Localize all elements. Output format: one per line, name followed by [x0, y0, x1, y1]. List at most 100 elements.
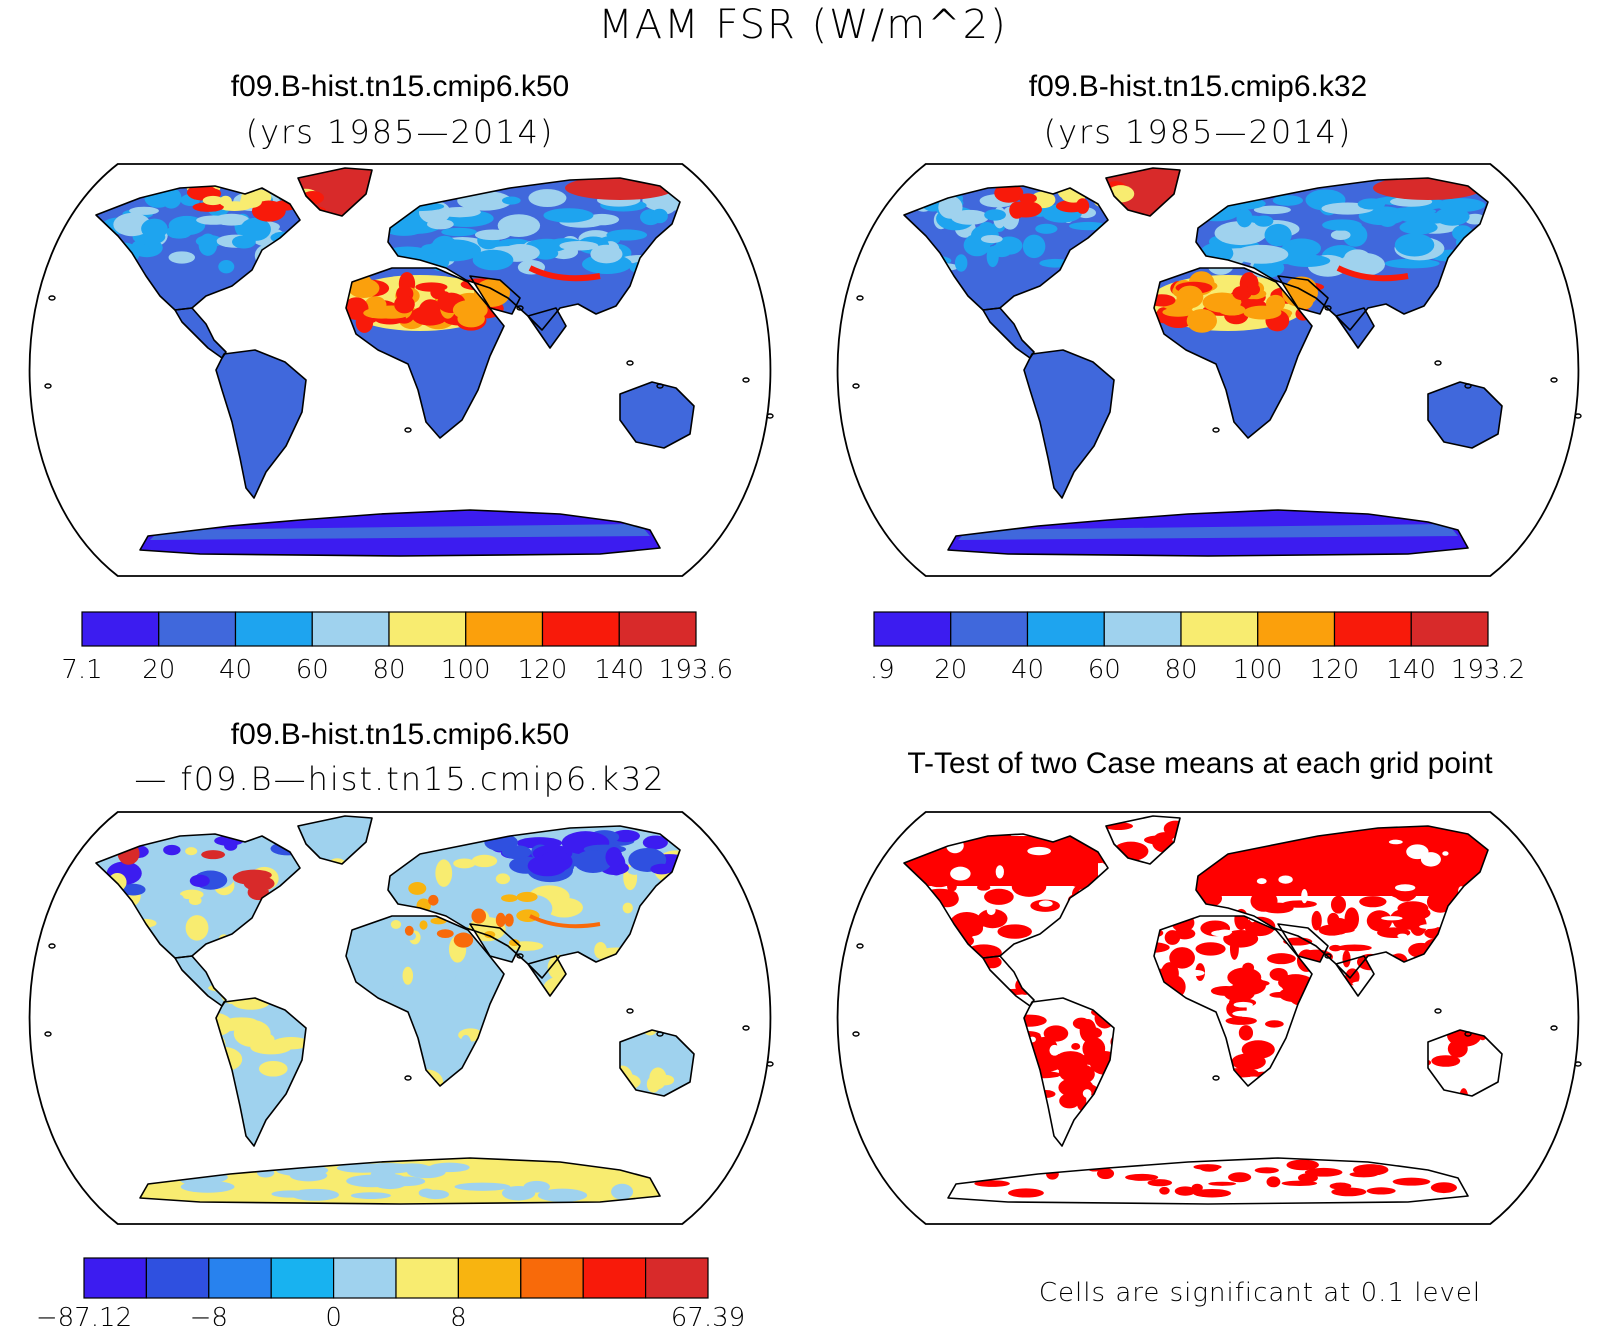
island	[44, 1031, 52, 1037]
island	[1434, 360, 1442, 366]
colorbar-swatch	[873, 611, 952, 647]
island	[516, 305, 524, 311]
island	[404, 427, 412, 433]
colorbar-swatch	[950, 611, 1029, 647]
coast-north-america	[95, 833, 301, 959]
panel-case2-title: f09.B-hist.tn15.cmip6.k32	[1028, 70, 1368, 103]
colorbar-tick-label: 67.39	[671, 1303, 745, 1326]
map-border	[28, 811, 772, 1225]
island	[48, 943, 56, 949]
coast-south-america	[215, 349, 307, 499]
panel-case1-subtitle: (yrs 1985—2014)	[245, 113, 555, 151]
island	[626, 1008, 634, 1014]
panel-case2-subtitle: (yrs 1985—2014)	[1043, 113, 1353, 151]
island	[742, 377, 750, 383]
colorbar-diff: −87.12 −8 0 8 67.39	[36, 1257, 745, 1326]
colorbar-swatch	[457, 1257, 522, 1299]
island	[1550, 377, 1558, 383]
map-case2	[836, 163, 1582, 577]
field-overlay	[904, 816, 1502, 1198]
colorbar-tick-label: 140	[1386, 655, 1436, 685]
colorbar-swatch	[1026, 611, 1105, 647]
coast-india	[527, 955, 567, 997]
coast-south-america	[215, 997, 307, 1147]
land-central-america	[175, 956, 226, 1006]
colorbar-swatch	[618, 611, 697, 647]
colorbar-swatch	[1257, 611, 1336, 647]
colorbar-tick-label: 100	[1233, 655, 1283, 685]
colorbar-swatch	[582, 1257, 647, 1299]
colorbar-swatch	[81, 611, 160, 647]
coast-arabia	[469, 275, 521, 315]
colorbar-tick-label: 193.2	[1451, 655, 1525, 685]
island	[516, 953, 524, 959]
colorbar-swatch	[145, 1257, 210, 1299]
colorbar-tick-label: 7.1	[61, 655, 102, 685]
coast-europe-asia	[1195, 177, 1489, 331]
coast-antarctica	[139, 1157, 661, 1205]
land-central-america	[983, 308, 1034, 358]
colorbar-tick-label: 8	[450, 1303, 467, 1326]
colorbar-tick-label: 0	[325, 1303, 342, 1326]
colorbar-swatch	[520, 1257, 584, 1299]
island	[1464, 383, 1472, 389]
colorbar-swatch	[208, 1257, 272, 1299]
panel-diff-title: f09.B-hist.tn15.cmip6.k50	[230, 718, 570, 751]
coast-antarctica	[947, 509, 1469, 557]
coast-south-america	[1023, 997, 1115, 1147]
colorbar-swatch	[465, 611, 544, 647]
coast-europe-asia	[1195, 825, 1489, 979]
panel-case1-title: f09.B-hist.tn15.cmip6.k50	[230, 70, 570, 103]
colorbar-tick-label: 120	[518, 655, 568, 685]
coast-antarctica	[947, 1157, 1469, 1205]
coastlines	[44, 815, 774, 1205]
island	[742, 1025, 750, 1031]
coast-arabia	[469, 923, 521, 963]
colorbar-swatch	[1103, 611, 1182, 647]
main-title: MAM FSR (W/m^2)	[598, 2, 1008, 48]
significance-note: Cells are significant at 0.1 level	[1038, 1278, 1482, 1308]
island	[656, 383, 664, 389]
panel-ttest-title: T-Test of two Case means at each grid po…	[907, 747, 1493, 780]
colorbar-swatch	[158, 611, 237, 647]
land-south-america	[216, 350, 306, 498]
colorbar-swatch	[395, 1257, 460, 1299]
colorbar-tick-label: 140	[594, 655, 644, 685]
coast-greenland	[1105, 167, 1181, 217]
island	[1212, 1075, 1220, 1081]
coast-antarctica	[139, 509, 661, 557]
island	[1324, 305, 1332, 311]
colorbar-tick-label: 60	[296, 655, 329, 685]
coast-arabia	[1277, 923, 1329, 963]
island	[852, 1031, 860, 1037]
island	[1324, 953, 1332, 959]
land-south-america	[1024, 350, 1114, 498]
island	[1212, 427, 1220, 433]
panel-diff-subtitle: — f09.B—hist.tn15.cmip6.k32	[134, 760, 666, 798]
coastlines	[44, 167, 774, 557]
coast-north-america	[95, 185, 301, 311]
colorbar-swatch	[1180, 611, 1259, 647]
island	[1464, 1031, 1472, 1037]
coastlines	[852, 815, 1582, 1205]
colorbar-tick-label: 6.9	[868, 655, 895, 685]
island	[856, 295, 864, 301]
island	[404, 1075, 412, 1081]
coast-south-america	[1023, 349, 1115, 499]
map-border	[836, 811, 1580, 1225]
coast-africa	[345, 267, 505, 439]
island	[852, 383, 860, 389]
land-australia	[1428, 1030, 1502, 1096]
coast-north-america	[903, 833, 1109, 959]
coastlines	[852, 167, 1582, 557]
colorbar-tick-label: 100	[441, 655, 491, 685]
colorbar-tick-label: 40	[1011, 655, 1044, 685]
coast-europe-asia	[387, 825, 681, 979]
coast-india	[527, 307, 567, 349]
colorbar-tick-label: 40	[219, 655, 252, 685]
coast-africa	[1153, 915, 1313, 1087]
land-central-america	[175, 308, 226, 358]
colorbar-tick-label: 120	[1310, 655, 1360, 685]
coast-greenland	[1105, 815, 1181, 865]
colorbar-tick-label: −8	[190, 1303, 228, 1326]
